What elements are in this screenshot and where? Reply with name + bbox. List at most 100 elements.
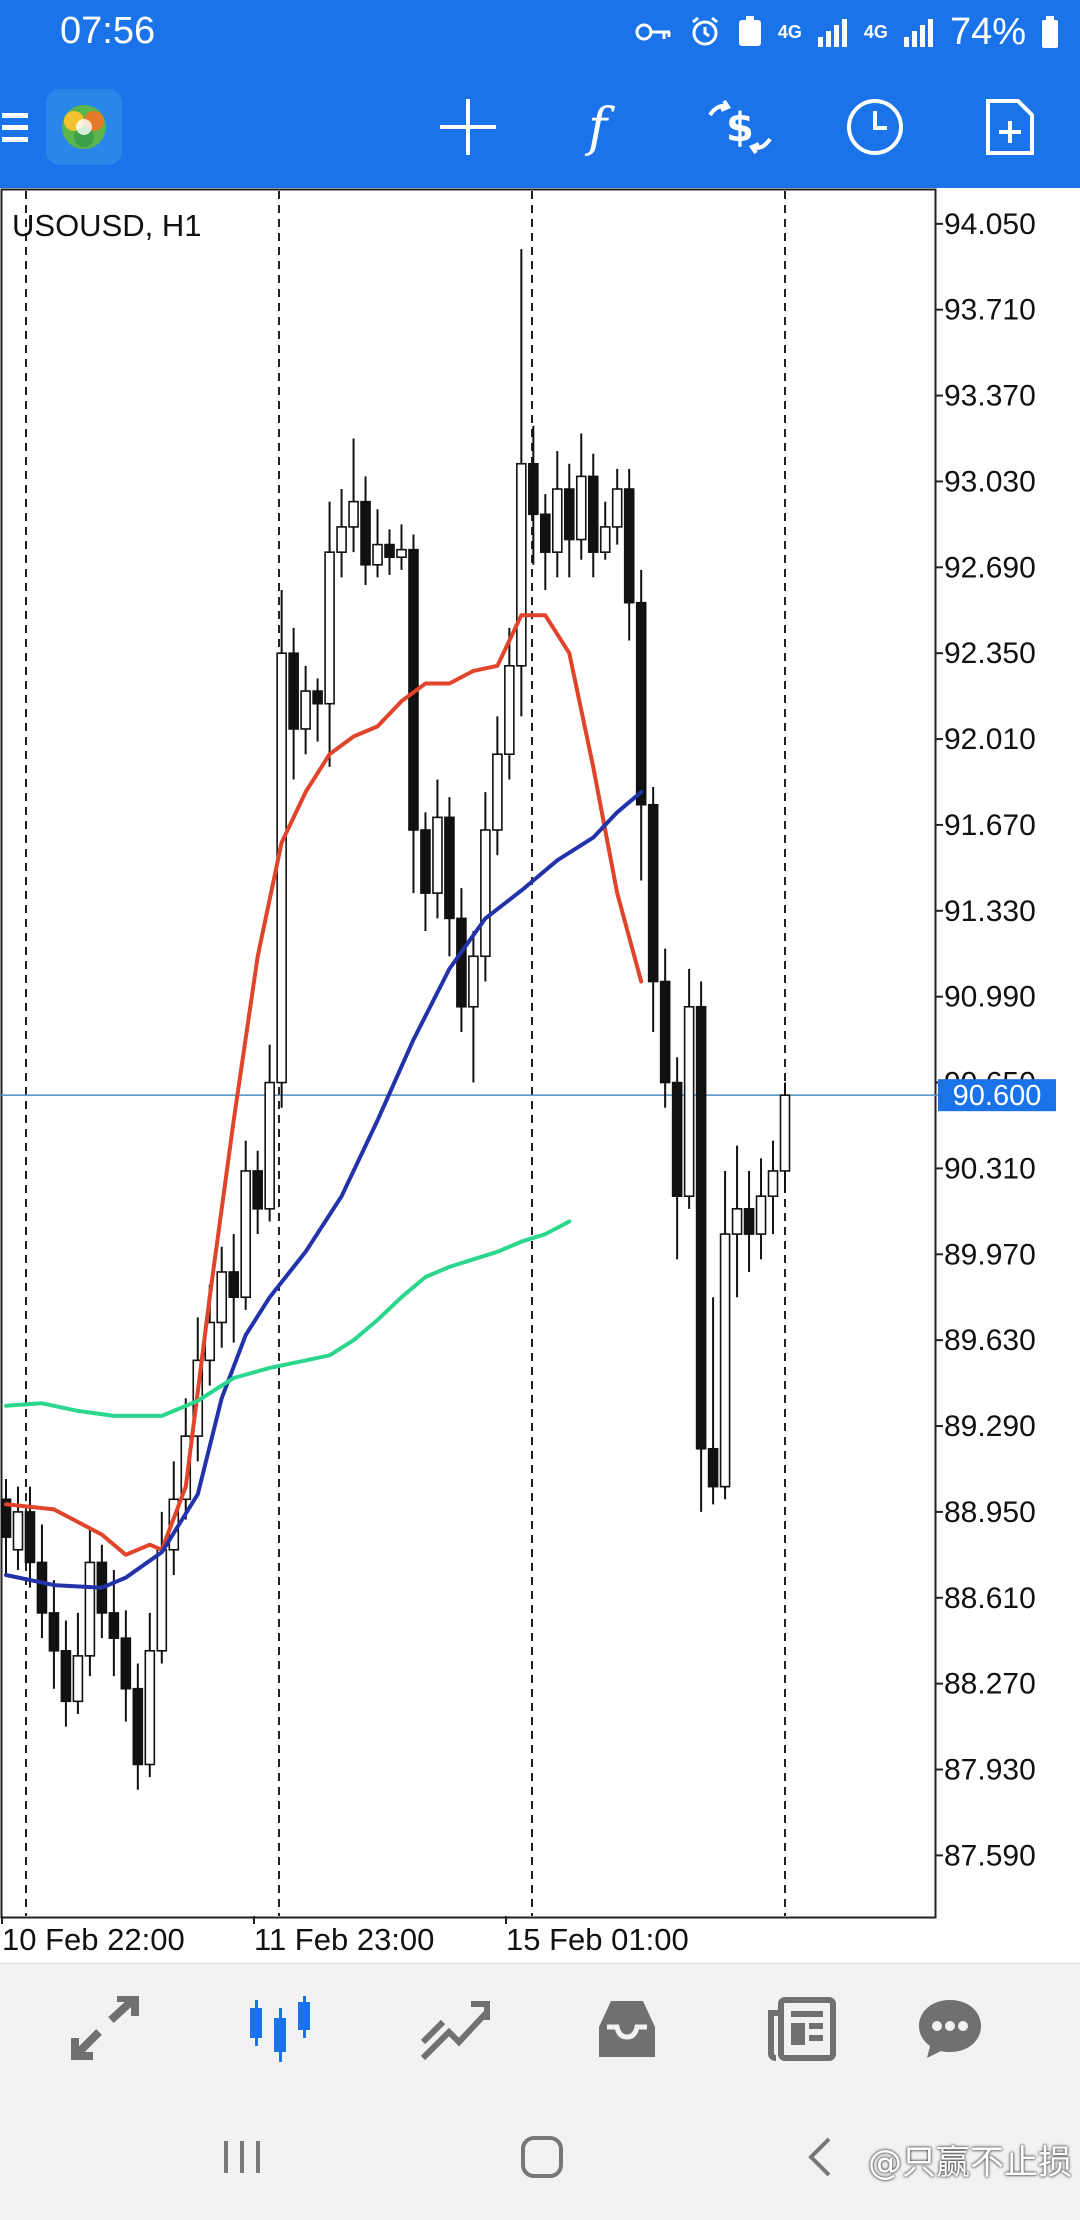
y-tick-label: 92.690 (944, 551, 1036, 584)
candle-bear (540, 513, 551, 553)
y-axis: 94.050 93.710 93.370 93.030 92.690 92.350 92.0… (935, 208, 1036, 1872)
y-tick-label: 89.630 (944, 1324, 1036, 1357)
status-bar: 07:56 4G 4G 74% (0, 0, 1080, 65)
candle-bear (288, 652, 299, 730)
y-tick-label: 91.670 (944, 809, 1036, 842)
new-order-button[interactable] (970, 65, 1050, 188)
candle-bull (336, 526, 347, 553)
nav-chart[interactable] (205, 1964, 355, 2094)
key-icon (635, 23, 671, 41)
y-tick-label: 94.050 (944, 208, 1036, 241)
candle-bull (504, 665, 515, 756)
candle-bull (240, 1170, 251, 1299)
indicators-button[interactable]: f (565, 65, 645, 188)
y-tick-label: 90.310 (944, 1152, 1036, 1185)
candle-bear (743, 1208, 755, 1235)
y-tick-label: 89.970 (944, 1238, 1036, 1271)
menu-button[interactable] (0, 65, 34, 188)
candle-bull (84, 1561, 96, 1657)
candle-bear (659, 980, 671, 1084)
x-tick-label: 15 Feb 01:00 (506, 1922, 689, 1957)
moving-average-line (4, 613, 644, 1557)
new-order-icon (986, 98, 1034, 155)
back-button[interactable] (780, 2093, 860, 2220)
svg-text:$: $ (726, 105, 754, 151)
bottom-nav (0, 1963, 1080, 2094)
candle-bull (348, 500, 359, 528)
price-chart[interactable]: 94.050 93.710 93.370 93.030 92.690 92.350 92.0… (0, 188, 1080, 1963)
x-tick-label: 11 Feb 23:00 (254, 1922, 434, 1957)
plot-frame (0, 188, 937, 1919)
candle-bear (24, 1511, 36, 1564)
crosshair-icon (440, 98, 496, 155)
toolbar: f $ (0, 65, 1080, 188)
recent-apps-button[interactable] (172, 2093, 312, 2220)
candle-bull (551, 488, 563, 553)
candle-bull (12, 1511, 24, 1551)
indicators-icon: f (584, 98, 615, 157)
candle-bear (360, 500, 371, 566)
candle-bull (755, 1195, 767, 1235)
menu-icon (2, 112, 28, 142)
candle-bull (767, 1170, 779, 1197)
timeframe-button[interactable] (835, 65, 915, 188)
candle-bear (36, 1561, 48, 1614)
candle-bull (480, 829, 491, 958)
moving-average-line (4, 1219, 572, 1418)
network-type: 4G (777, 21, 802, 42)
candle-bull (779, 1094, 791, 1172)
candle-bear (132, 1687, 144, 1766)
candle-bear (420, 829, 431, 894)
candle-bear (635, 601, 647, 806)
candle-bull (731, 1208, 743, 1235)
candle-bull (216, 1271, 228, 1324)
x-axis: 10 Feb 22:00 11 Feb 23:00 15 Feb 01:00 (1, 1916, 689, 1957)
candle-bear (48, 1612, 60, 1652)
moving-average-line (4, 790, 644, 1590)
candle-bear (623, 488, 635, 604)
candle-bear (228, 1271, 240, 1299)
y-tick-label: 92.010 (944, 723, 1036, 756)
crosshair-button[interactable] (428, 65, 508, 188)
y-tick-label: 93.030 (944, 465, 1036, 498)
nav-chat[interactable] (875, 1964, 1025, 2094)
y-tick-label: 92.350 (944, 637, 1036, 670)
trade-button[interactable]: $ (700, 65, 780, 188)
save-icon (738, 16, 761, 46)
nav-quotes[interactable] (30, 1964, 180, 2094)
y-tick-label: 89.290 (944, 1410, 1036, 1443)
candle-bull (300, 690, 311, 730)
chart-area[interactable]: 94.050 93.710 93.370 93.030 92.690 92.350 92.0… (0, 188, 1080, 1963)
network-type-2: 4G (863, 21, 888, 42)
candle-bull (611, 488, 623, 528)
home-button[interactable] (472, 2093, 612, 2220)
status-icons: 4G 4G 74% (634, 8, 1060, 56)
candle-bear (444, 816, 455, 920)
candle-bull (599, 526, 611, 553)
y-tick-label: 93.370 (944, 380, 1036, 413)
nav-history[interactable] (552, 1964, 702, 2094)
y-tick-label: 88.270 (944, 1668, 1036, 1701)
system-nav (0, 2093, 1080, 2220)
signal-icon-2 (903, 19, 933, 47)
candle-bull (144, 1650, 156, 1766)
candle-bear (456, 917, 467, 1008)
app-logo (46, 88, 122, 165)
x-tick-label: 10 Feb 22:00 (2, 1922, 185, 1957)
candle-bear (120, 1637, 132, 1690)
candle-bear (0, 1498, 12, 1538)
nav-news[interactable] (727, 1964, 877, 2094)
candle-bull (719, 1233, 731, 1488)
news-icon (768, 1997, 836, 2061)
status-time: 07:56 (60, 10, 156, 52)
candle-bull (396, 548, 407, 559)
candle-bull (516, 462, 527, 667)
candle-bull (264, 1081, 275, 1210)
nav-trade[interactable] (380, 1964, 530, 2094)
candle-bear (252, 1170, 263, 1210)
alarm-icon (691, 16, 718, 46)
trade-icon: $ (708, 99, 772, 154)
app-logo-button[interactable] (42, 65, 126, 188)
candle-bull (683, 1005, 695, 1197)
candle-bull (180, 1435, 192, 1501)
